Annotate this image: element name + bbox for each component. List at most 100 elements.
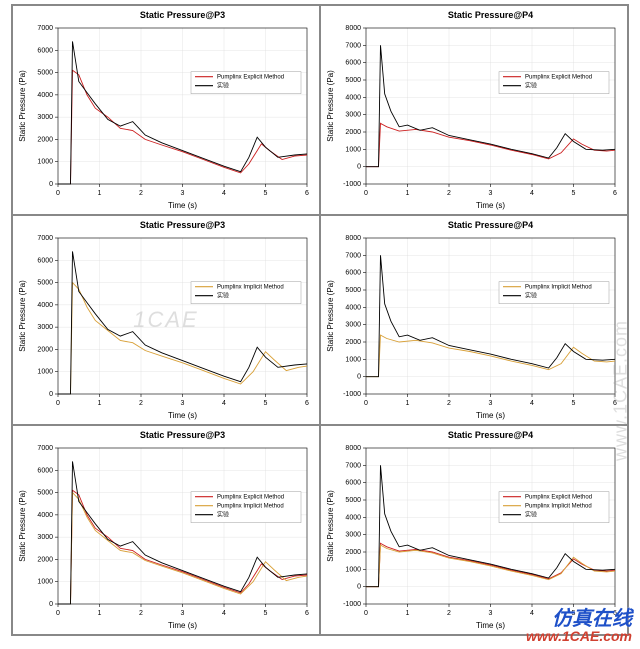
svg-text:Pumplinx Explicit Method: Pumplinx Explicit Method xyxy=(525,75,592,81)
svg-text:3000: 3000 xyxy=(345,532,361,539)
svg-text:3000: 3000 xyxy=(345,322,361,329)
svg-text:2: 2 xyxy=(139,610,143,617)
cell-1: Static Pressure@P4-100001000200030004000… xyxy=(320,5,628,215)
brand-block: 仿真在线 www.1CAE.com xyxy=(526,609,632,643)
svg-text:6000: 6000 xyxy=(345,480,361,487)
svg-text:4000: 4000 xyxy=(37,512,53,519)
svg-text:0: 0 xyxy=(364,190,368,197)
svg-text:Static Pressure@P3: Static Pressure@P3 xyxy=(140,220,225,230)
svg-text:2: 2 xyxy=(139,400,143,407)
svg-text:2000: 2000 xyxy=(345,339,361,346)
svg-text:7000: 7000 xyxy=(37,25,53,32)
svg-text:2000: 2000 xyxy=(37,346,53,353)
svg-text:4: 4 xyxy=(222,400,226,407)
svg-text:6: 6 xyxy=(305,190,309,197)
svg-text:4000: 4000 xyxy=(345,304,361,311)
svg-text:3000: 3000 xyxy=(37,114,53,121)
svg-text:3000: 3000 xyxy=(37,534,53,541)
svg-text:Static Pressure@P4: Static Pressure@P4 xyxy=(448,10,533,20)
svg-text:Time (s): Time (s) xyxy=(168,621,197,630)
svg-text:7000: 7000 xyxy=(345,42,361,49)
svg-text:5: 5 xyxy=(572,400,576,407)
svg-text:0: 0 xyxy=(357,164,361,171)
svg-text:Pumplinx Explicit Method: Pumplinx Explicit Method xyxy=(525,495,592,501)
svg-text:2: 2 xyxy=(447,610,451,617)
svg-text:Time (s): Time (s) xyxy=(476,201,505,210)
svg-text:5: 5 xyxy=(264,190,268,197)
svg-text:3000: 3000 xyxy=(345,112,361,119)
svg-text:0: 0 xyxy=(364,400,368,407)
svg-text:6000: 6000 xyxy=(345,270,361,277)
svg-text:1: 1 xyxy=(98,610,102,617)
svg-text:6000: 6000 xyxy=(345,60,361,67)
cell-3: Static Pressure@P4-100001000200030004000… xyxy=(320,215,628,425)
svg-text:实验: 实验 xyxy=(217,511,229,519)
svg-text:5000: 5000 xyxy=(345,287,361,294)
svg-text:7000: 7000 xyxy=(37,445,53,452)
svg-text:0: 0 xyxy=(357,374,361,381)
svg-text:7000: 7000 xyxy=(345,462,361,469)
svg-text:Time (s): Time (s) xyxy=(168,201,197,210)
svg-text:2000: 2000 xyxy=(345,129,361,136)
svg-text:5: 5 xyxy=(572,190,576,197)
svg-text:7000: 7000 xyxy=(345,252,361,259)
svg-text:4: 4 xyxy=(222,610,226,617)
svg-text:2: 2 xyxy=(139,190,143,197)
svg-text:0: 0 xyxy=(49,181,53,188)
svg-text:Static Pressure@P4: Static Pressure@P4 xyxy=(448,220,533,230)
svg-text:-1000: -1000 xyxy=(343,601,361,608)
svg-text:2000: 2000 xyxy=(37,136,53,143)
svg-text:5000: 5000 xyxy=(345,497,361,504)
svg-text:5000: 5000 xyxy=(37,490,53,497)
svg-text:4: 4 xyxy=(222,190,226,197)
svg-text:1000: 1000 xyxy=(345,566,361,573)
svg-text:5000: 5000 xyxy=(37,70,53,77)
svg-text:实验: 实验 xyxy=(525,82,537,90)
svg-text:4000: 4000 xyxy=(37,302,53,309)
svg-text:Pumplinx Implicit Method: Pumplinx Implicit Method xyxy=(217,285,284,291)
svg-text:6: 6 xyxy=(613,400,617,407)
svg-text:Pumplinx Explicit Method: Pumplinx Explicit Method xyxy=(217,495,284,501)
svg-text:2000: 2000 xyxy=(345,549,361,556)
svg-text:实验: 实验 xyxy=(217,82,229,90)
svg-text:3: 3 xyxy=(489,400,493,407)
svg-text:2000: 2000 xyxy=(37,556,53,563)
svg-text:1000: 1000 xyxy=(345,146,361,153)
svg-text:Static Pressure (Pa): Static Pressure (Pa) xyxy=(326,70,335,142)
svg-text:实验: 实验 xyxy=(217,292,229,300)
page: Static Pressure@P30100020003000400050006… xyxy=(0,4,640,649)
svg-text:Static Pressure (Pa): Static Pressure (Pa) xyxy=(18,280,27,352)
svg-text:5: 5 xyxy=(264,400,268,407)
svg-text:8000: 8000 xyxy=(345,25,361,32)
svg-text:-1000: -1000 xyxy=(343,391,361,398)
cell-0: Static Pressure@P30100020003000400050006… xyxy=(12,5,320,215)
chart-grid: Static Pressure@P30100020003000400050006… xyxy=(11,4,629,636)
svg-text:0: 0 xyxy=(56,400,60,407)
cell-5: Static Pressure@P4-100001000200030004000… xyxy=(320,425,628,635)
svg-text:1: 1 xyxy=(406,400,410,407)
svg-text:4000: 4000 xyxy=(345,514,361,521)
svg-text:Static Pressure (Pa): Static Pressure (Pa) xyxy=(326,490,335,562)
svg-text:3: 3 xyxy=(181,400,185,407)
chart-p3-both: Static Pressure@P30100020003000400050006… xyxy=(13,426,319,634)
svg-text:8000: 8000 xyxy=(345,235,361,242)
svg-text:Static Pressure@P3: Static Pressure@P3 xyxy=(140,430,225,440)
svg-text:实验: 实验 xyxy=(525,511,537,519)
svg-text:5: 5 xyxy=(264,610,268,617)
cell-2: Static Pressure@P30100020003000400050006… xyxy=(12,215,320,425)
chart-p4-implicit: Static Pressure@P4-100001000200030004000… xyxy=(321,216,627,424)
svg-text:3: 3 xyxy=(489,190,493,197)
svg-text:0: 0 xyxy=(49,391,53,398)
svg-text:2: 2 xyxy=(447,190,451,197)
svg-text:实验: 实验 xyxy=(525,292,537,300)
svg-text:Static Pressure (Pa): Static Pressure (Pa) xyxy=(18,490,27,562)
svg-text:Time (s): Time (s) xyxy=(476,621,505,630)
svg-text:Pumplinx Implicit Method: Pumplinx Implicit Method xyxy=(525,504,592,510)
svg-text:6: 6 xyxy=(613,190,617,197)
chart-p4-explicit: Static Pressure@P4-100001000200030004000… xyxy=(321,6,627,214)
svg-text:4000: 4000 xyxy=(345,94,361,101)
svg-text:6: 6 xyxy=(305,610,309,617)
svg-text:1: 1 xyxy=(406,190,410,197)
svg-text:Static Pressure (Pa): Static Pressure (Pa) xyxy=(18,70,27,142)
svg-text:Time (s): Time (s) xyxy=(168,411,197,420)
